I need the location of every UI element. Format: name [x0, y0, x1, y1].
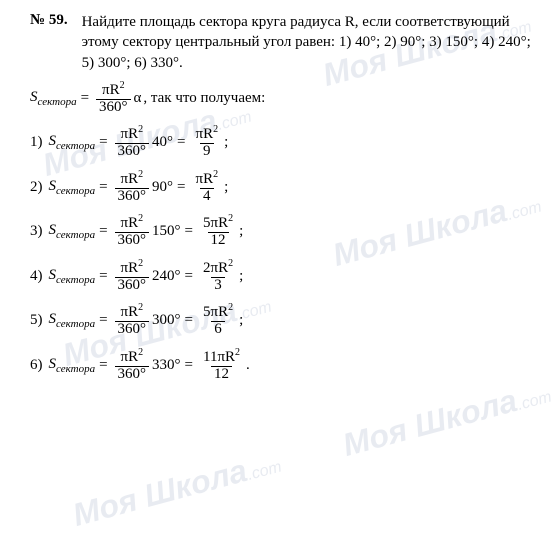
solution-item-6: 6)Sсектора=πR2360°330° = 11πR212 .: [30, 348, 540, 383]
item-end: ;: [224, 134, 228, 151]
item-end: .: [246, 357, 250, 374]
item-base-frac: πR2360°: [115, 170, 150, 205]
solution-item-1: 1)Sсектора=πR2360°40° = πR29 ;: [30, 125, 540, 160]
base-formula: Sсектора = πR2 360° α , так что получаем…: [30, 81, 540, 116]
item-lhs: Sсектора: [49, 311, 96, 330]
page-content: № 59. Найдите площадь сектора круга ради…: [0, 0, 558, 404]
item-number: 4): [30, 268, 43, 285]
item-base-frac: πR2360°: [115, 259, 150, 294]
item-result-frac: 2πR23: [200, 259, 236, 294]
problem-text: Найдите площадь сектора круга радиуса R,…: [82, 12, 540, 73]
item-end: ;: [239, 268, 243, 285]
formula-lhs: Sсектора: [30, 89, 77, 108]
item-end: ;: [239, 312, 243, 329]
solution-item-4: 4)Sсектора=πR2360°240° = 2πR23 ;: [30, 259, 540, 294]
item-base-frac: πR2360°: [115, 303, 150, 338]
item-result-frac: 5πR212: [200, 214, 236, 249]
item-number: 3): [30, 223, 43, 240]
solution-item-5: 5)Sсектора=πR2360°300° = 5πR26 ;: [30, 303, 540, 338]
item-angle: 330°: [152, 357, 181, 374]
item-lhs: Sсектора: [49, 222, 96, 241]
solution-item-2: 2)Sсектора=πR2360°90° = πR24 ;: [30, 170, 540, 205]
formula-tail: , так что получаем:: [143, 90, 265, 107]
item-result-frac: πR24: [193, 170, 222, 205]
item-number: 2): [30, 179, 43, 196]
item-base-frac: πR2360°: [115, 214, 150, 249]
item-angle: 150°: [152, 223, 181, 240]
equals-sign: =: [81, 90, 89, 107]
item-angle: 300°: [152, 312, 181, 329]
item-lhs: Sсектора: [49, 267, 96, 286]
item-number: 1): [30, 134, 43, 151]
problem-statement: № 59. Найдите площадь сектора круга ради…: [30, 12, 540, 73]
solution-item-3: 3)Sсектора=πR2360°150° = 5πR212 ;: [30, 214, 540, 249]
item-base-frac: πR2360°: [115, 348, 150, 383]
item-number: 6): [30, 357, 43, 374]
item-end: ;: [224, 179, 228, 196]
solution-items: 1)Sсектора=πR2360°40° = πR29 ;2)Sсектора…: [30, 125, 540, 382]
item-result-frac: 11πR212: [200, 348, 243, 383]
item-base-frac: πR2360°: [115, 125, 150, 160]
formula-fraction: πR2 360°: [96, 81, 131, 116]
problem-number: № 59.: [30, 12, 68, 29]
item-result-frac: πR29: [193, 125, 222, 160]
watermark-6: Мoя Школа.com: [69, 443, 285, 534]
item-end: ;: [239, 223, 243, 240]
item-lhs: Sсектора: [49, 178, 96, 197]
item-angle: 90°: [152, 179, 173, 196]
item-lhs: Sсектора: [49, 133, 96, 152]
item-angle: 240°: [152, 268, 181, 285]
formula-alpha: α: [134, 90, 142, 107]
item-lhs: Sсектора: [49, 356, 96, 375]
item-angle: 40°: [152, 134, 173, 151]
item-result-frac: 5πR26: [200, 303, 236, 338]
item-number: 5): [30, 312, 43, 329]
